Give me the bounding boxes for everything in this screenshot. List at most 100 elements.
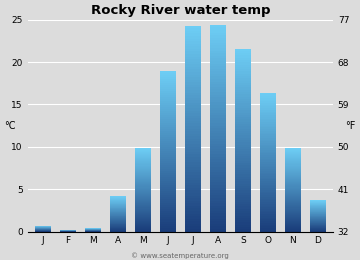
Bar (285, 219, 301, 220)
Bar (185, 69, 201, 72)
Bar (210, 38, 226, 40)
Bar (109, 229, 126, 230)
Bar (185, 229, 201, 232)
Bar (159, 129, 176, 131)
Bar (260, 100, 276, 101)
Bar (135, 198, 151, 199)
Bar (109, 203, 126, 204)
Bar (235, 186, 251, 188)
Bar (285, 204, 301, 205)
Bar (185, 80, 201, 82)
Bar (135, 194, 151, 195)
Bar (235, 227, 251, 229)
Bar (260, 141, 276, 143)
Bar (135, 171, 151, 172)
Bar (135, 180, 151, 181)
Bar (285, 186, 301, 187)
Bar (185, 121, 201, 124)
Bar (135, 207, 151, 209)
Bar (185, 141, 201, 144)
Bar (185, 56, 201, 59)
Bar (210, 97, 226, 100)
Bar (235, 181, 251, 184)
Bar (235, 108, 251, 110)
Bar (135, 223, 151, 224)
Bar (260, 230, 276, 232)
Bar (159, 225, 176, 228)
Bar (235, 229, 251, 232)
Bar (235, 220, 251, 222)
Bar (210, 123, 226, 126)
Bar (210, 32, 226, 35)
Bar (135, 226, 151, 228)
Bar (235, 87, 251, 90)
Bar (210, 126, 226, 128)
Bar (159, 81, 176, 83)
Bar (135, 188, 151, 190)
Bar (235, 202, 251, 204)
Bar (159, 177, 176, 179)
Bar (285, 231, 301, 232)
Bar (260, 200, 276, 202)
Bar (135, 222, 151, 223)
Bar (235, 161, 251, 163)
Bar (210, 120, 226, 123)
Bar (285, 197, 301, 198)
Bar (285, 148, 301, 149)
Bar (260, 178, 276, 179)
Bar (285, 199, 301, 200)
Bar (210, 216, 226, 219)
Bar (185, 193, 201, 196)
Bar (185, 28, 201, 31)
Bar (310, 211, 326, 212)
Bar (210, 172, 226, 175)
Bar (159, 155, 176, 157)
Bar (185, 64, 201, 67)
Bar (235, 64, 251, 67)
Bar (135, 156, 151, 157)
Bar (135, 190, 151, 191)
Bar (109, 223, 126, 224)
Bar (235, 131, 251, 133)
Bar (109, 210, 126, 211)
Bar (159, 181, 176, 183)
Bar (135, 218, 151, 219)
Bar (310, 215, 326, 216)
Bar (285, 173, 301, 174)
Bar (235, 115, 251, 117)
Bar (285, 192, 301, 193)
Bar (135, 153, 151, 154)
Bar (159, 161, 176, 163)
Bar (235, 216, 251, 218)
Bar (210, 213, 226, 216)
Bar (109, 196, 126, 197)
Bar (210, 95, 226, 97)
Bar (235, 149, 251, 152)
Bar (185, 144, 201, 147)
Bar (310, 224, 326, 225)
Bar (135, 159, 151, 160)
Bar (260, 107, 276, 108)
Bar (159, 211, 176, 213)
Bar (285, 218, 301, 219)
Bar (285, 159, 301, 160)
Bar (159, 103, 176, 105)
Bar (235, 81, 251, 83)
Bar (210, 25, 226, 27)
Bar (260, 159, 276, 160)
Bar (285, 201, 301, 202)
Bar (159, 111, 176, 113)
Bar (285, 207, 301, 209)
Bar (235, 158, 251, 161)
Bar (159, 89, 176, 91)
Bar (135, 184, 151, 185)
Bar (185, 175, 201, 178)
Bar (210, 141, 226, 144)
Bar (260, 112, 276, 113)
Bar (135, 178, 151, 179)
Bar (260, 190, 276, 192)
Bar (260, 207, 276, 209)
Bar (185, 188, 201, 190)
Bar (235, 167, 251, 170)
Bar (260, 98, 276, 100)
